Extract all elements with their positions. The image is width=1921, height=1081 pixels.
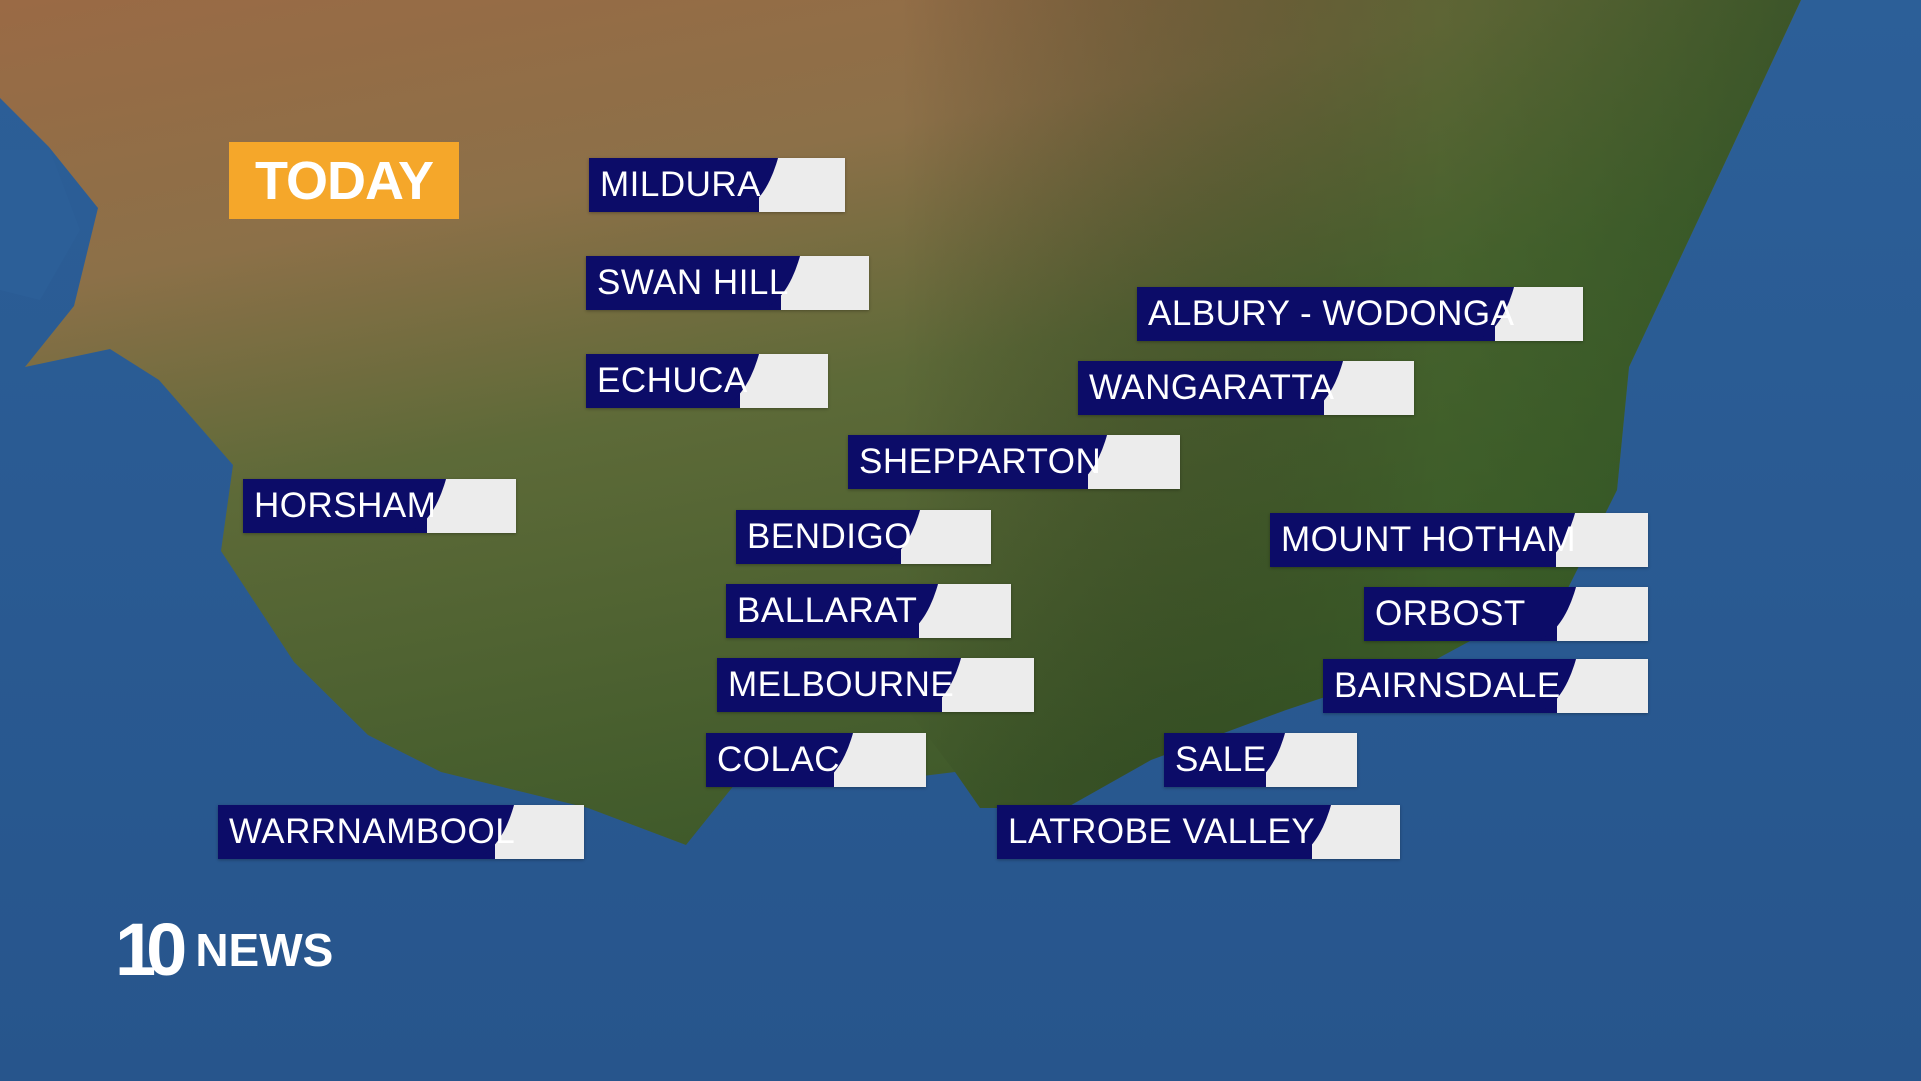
location-label-swan-hill: SWAN HILL (586, 256, 869, 310)
location-name: BAIRNSDALE (1334, 666, 1561, 705)
location-label-sale: SALE (1164, 733, 1357, 787)
logo-text: NEWS (195, 924, 334, 976)
location-name: ALBURY - WODONGA (1148, 294, 1515, 333)
location-name: ORBOST (1375, 594, 1526, 633)
logo-number: 10 (115, 908, 187, 991)
location-label-orbost: ORBOST (1364, 587, 1648, 641)
location-name: WANGARATTA (1089, 368, 1335, 407)
location-label-echuca: ECHUCA (586, 354, 828, 408)
location-name: MELBOURNE (728, 665, 955, 704)
today-badge: TODAY (229, 142, 459, 219)
location-label-bendigo: BENDIGO (736, 510, 991, 564)
location-label-bairnsdale: BAIRNSDALE (1323, 659, 1648, 713)
location-label-mount-hotham: MOUNT HOTHAM (1270, 513, 1648, 567)
location-label-colac: COLAC (706, 733, 926, 787)
location-label-albury-wodonga: ALBURY - WODONGA (1137, 287, 1583, 341)
location-label-horsham: HORSHAM (243, 479, 516, 533)
location-label-latrobe-valley: LATROBE VALLEY (997, 805, 1400, 859)
location-label-warrnambool: WARRNAMBOOL (218, 805, 584, 859)
location-name: SALE (1175, 740, 1267, 779)
location-name: ECHUCA (597, 361, 748, 400)
location-label-shepparton: SHEPPARTON (848, 435, 1180, 489)
location-name: MOUNT HOTHAM (1281, 520, 1577, 559)
location-name: SHEPPARTON (859, 442, 1102, 481)
location-label-melbourne: MELBOURNE (717, 658, 1034, 712)
10-news-logo: 10 NEWS (115, 913, 333, 987)
location-name: HORSHAM (254, 486, 437, 525)
location-name: SWAN HILL (597, 263, 789, 302)
location-name: BALLARAT (737, 591, 918, 630)
location-label-ballarat: BALLARAT (726, 584, 1011, 638)
location-name: WARRNAMBOOL (229, 812, 516, 851)
location-name: COLAC (717, 740, 841, 779)
location-name: MILDURA (600, 165, 762, 204)
location-label-mildura: MILDURA (589, 158, 845, 212)
location-name: BENDIGO (747, 517, 912, 556)
location-name: LATROBE VALLEY (1008, 812, 1316, 851)
location-label-wangaratta: WANGARATTA (1078, 361, 1414, 415)
